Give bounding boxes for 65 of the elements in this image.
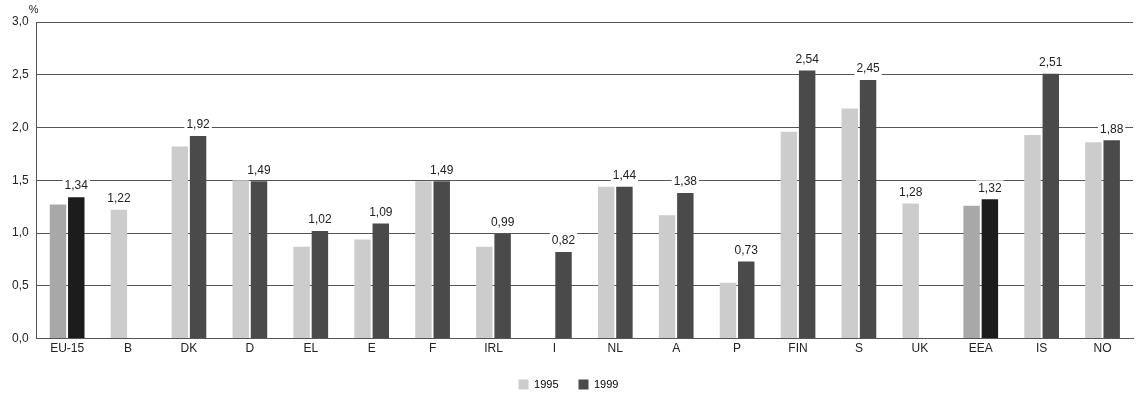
bar — [293, 246, 310, 339]
data-label: 1,22 — [107, 191, 131, 206]
x-tick-label: IS — [1035, 341, 1048, 356]
x-tick-label: E — [367, 341, 376, 356]
bar — [171, 146, 189, 339]
x-tick-label: EU-15 — [50, 341, 85, 356]
data-label: 1,02 — [308, 212, 332, 227]
y-tick-label: 3,0 — [11, 14, 29, 29]
legend-label: 1995 — [534, 377, 559, 390]
data-label: 2,45 — [856, 61, 881, 76]
data-label: 1,44 — [612, 167, 637, 182]
data-label: 1,88 — [1100, 121, 1124, 136]
x-tick-label: EL — [303, 341, 319, 356]
x-tick-label: EEA — [968, 341, 993, 356]
bar — [68, 197, 85, 339]
x-tick-label: IRL — [484, 341, 504, 356]
bar — [476, 246, 493, 339]
data-label: 0,73 — [734, 242, 759, 257]
bar — [1024, 134, 1041, 339]
bar — [232, 180, 249, 339]
data-label: 1,49 — [247, 162, 271, 177]
y-tick-label: 2,0 — [11, 119, 29, 134]
data-label: 2,51 — [1039, 55, 1063, 70]
x-tick-label: NO — [1093, 341, 1112, 356]
data-label: 2,54 — [795, 51, 820, 66]
data-label: 1,09 — [369, 204, 393, 219]
x-tick-label: FIN — [788, 341, 808, 356]
y-tick-label: 1,5 — [11, 172, 29, 187]
data-label: 1,38 — [673, 174, 698, 189]
bar — [841, 108, 859, 339]
data-label: 1,28 — [899, 184, 923, 199]
x-tick-label: P — [733, 341, 742, 356]
bar — [415, 181, 432, 339]
data-label: 1,92 — [186, 117, 211, 132]
x-tick-label: B — [124, 341, 133, 356]
legend-label: 1999 — [594, 377, 619, 390]
bar — [658, 215, 676, 339]
y-axis-title: % — [28, 2, 39, 15]
bar — [354, 239, 371, 339]
y-tick-label: 1,0 — [11, 225, 29, 240]
x-tick-label: A — [672, 341, 681, 356]
bar — [110, 209, 128, 339]
x-tick-label: I — [552, 341, 557, 356]
x-tick-label: F — [428, 341, 437, 356]
bar — [1085, 142, 1102, 339]
bar — [49, 204, 67, 339]
x-tick-label: DK — [180, 341, 198, 356]
bar — [597, 186, 615, 339]
data-label: 1,32 — [978, 180, 1002, 195]
data-label: 0,99 — [490, 215, 515, 230]
y-tick-label: 0,0 — [11, 330, 29, 345]
y-tick-label: 2,5 — [11, 67, 29, 82]
data-label: 1,49 — [430, 162, 454, 177]
x-tick-label: NL — [607, 341, 624, 356]
bar — [981, 199, 999, 339]
x-tick-label: S — [854, 341, 863, 356]
bar — [963, 205, 980, 339]
data-label: 1,34 — [64, 178, 89, 193]
y-tick-label: 0,5 — [11, 278, 29, 293]
x-tick-label: D — [245, 341, 255, 356]
data-label: 0,82 — [551, 233, 576, 248]
bar — [719, 282, 737, 339]
bar — [902, 203, 919, 339]
x-tick-label: UK — [911, 341, 929, 356]
bar — [780, 131, 798, 339]
